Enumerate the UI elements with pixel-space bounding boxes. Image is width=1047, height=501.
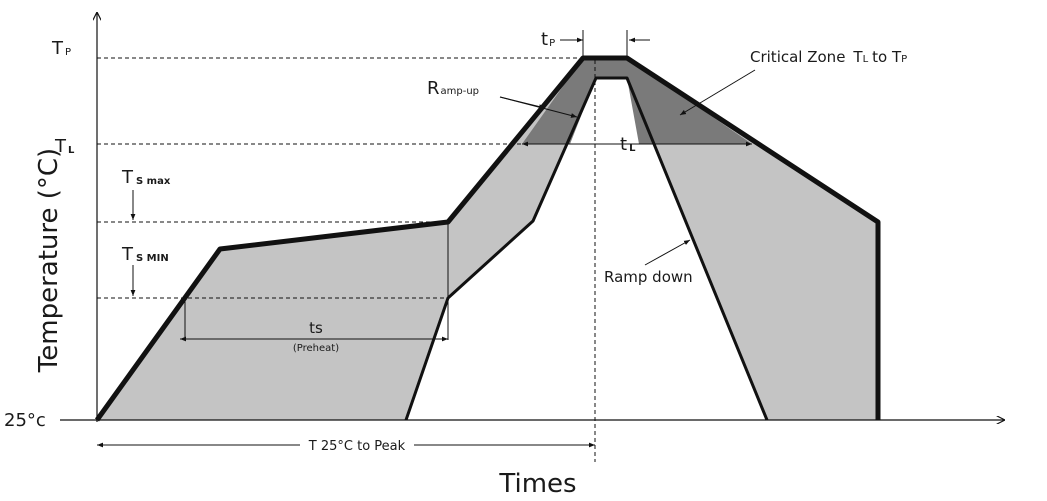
- t25-label-bg: [300, 436, 414, 454]
- ramp-up-label: Ramp-up: [427, 78, 479, 99]
- inner-profile-line: [404, 76, 769, 421]
- tp-duration-label: tP: [541, 29, 555, 50]
- critical-zone-pointer: [679, 69, 756, 116]
- preheat-band: [97, 58, 878, 420]
- preheat-label: (Preheat): [293, 343, 339, 354]
- x-axis-label: Times: [498, 469, 576, 499]
- ramp-up-pointer-2: [499, 96, 578, 118]
- y-axis-label: Temperature (°C): [34, 148, 64, 373]
- ts-label: ts: [309, 319, 323, 337]
- ramp-down-label: Ramp down: [604, 268, 693, 286]
- critical-zone-label: Critical Zone TL to TP: [750, 48, 907, 66]
- y-origin-label: 25°c: [4, 410, 46, 431]
- ramp-down-pointer: [644, 239, 691, 266]
- t25-peak-label: T 25°C to Peak: [308, 439, 406, 454]
